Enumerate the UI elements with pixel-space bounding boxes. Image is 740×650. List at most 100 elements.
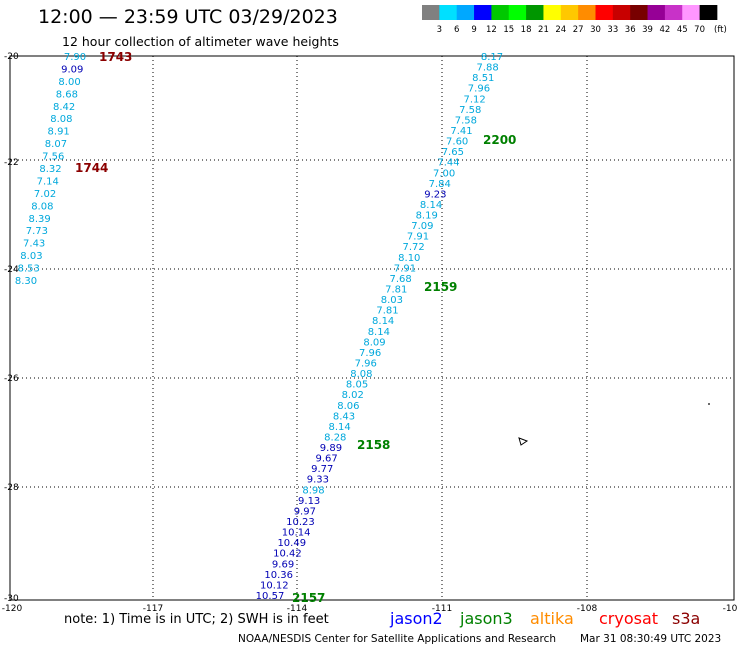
wave-height-reading: 10.49 <box>277 538 306 549</box>
wave-height-reading: 7.96 <box>468 84 490 95</box>
scale-swatch <box>630 5 648 20</box>
wave-height-reading: 7.58 <box>455 115 477 126</box>
wave-height-reading: 7.96 <box>355 358 377 369</box>
legend-s3a: s3a <box>672 609 701 628</box>
scale-swatch <box>560 5 579 20</box>
lat-label: -24 <box>4 265 19 275</box>
wave-height-reading: 10.36 <box>264 570 293 581</box>
lon-label: -111 <box>432 604 452 614</box>
wave-height-reading: 8.19 <box>416 211 438 222</box>
scale-label: 15 <box>503 25 514 35</box>
wave-height-reading: 8.14 <box>329 422 351 433</box>
wave-height-reading: 7.02 <box>34 189 56 200</box>
legend-altika: altika <box>530 609 574 628</box>
wave-height-reading: 9.09 <box>61 64 83 75</box>
wave-height-reading: 8.08 <box>50 114 72 125</box>
wave-height-reading: 10.23 <box>286 517 315 528</box>
wave-height-reading: 7.44 <box>437 158 459 169</box>
scale-label: 33 <box>607 25 618 35</box>
wave-height-reading: 9.13 <box>298 496 320 507</box>
wave-height-reading: 7.91 <box>394 263 416 274</box>
wave-height-reading: 8.03 <box>381 295 403 306</box>
wave-height-reading: 7.84 <box>429 179 451 190</box>
scale-swatch <box>526 5 544 20</box>
scale-label: 21 <box>538 25 549 35</box>
wave-height-reading: 8.08 <box>31 201 53 212</box>
scale-label: 27 <box>573 25 584 35</box>
scale-swatch <box>699 5 718 20</box>
scale-label: 39 <box>642 25 653 35</box>
wave-height-reading: 7.41 <box>450 126 472 137</box>
scale-label: 3 <box>437 25 442 35</box>
pass-time-label: 2158 <box>357 438 390 452</box>
lon-label: -10 <box>723 604 738 614</box>
scale-swatch <box>543 5 562 20</box>
lat-label: -20 <box>4 52 19 62</box>
scale-unit: (ft) <box>714 25 727 35</box>
wave-height-reading: 8.07 <box>45 139 67 150</box>
wave-height-reading: 8.68 <box>56 89 78 100</box>
wave-height-reading: 9.33 <box>307 475 329 486</box>
lat-label: -26 <box>4 374 19 384</box>
wave-height-reading: 7.65 <box>442 147 464 158</box>
map-title: 12:00 — 23:59 UTC 03/29/2023 <box>38 6 338 28</box>
wave-height-reading: 7.00 <box>433 168 455 179</box>
wave-height-reading: 9.67 <box>315 454 337 465</box>
scale-label: 6 <box>454 25 459 35</box>
scale-label: 70 <box>694 25 705 35</box>
wave-height-reading: 7.81 <box>376 306 398 317</box>
wave-height-reading: 8.09 <box>363 337 385 348</box>
wave-height-reading: 7.14 <box>37 176 59 187</box>
wave-height-reading: 10.57 <box>256 591 285 602</box>
wave-height-reading: 8.14 <box>372 316 394 327</box>
wave-height-reading: 7.09 <box>411 221 433 232</box>
scale-swatch <box>682 5 700 20</box>
scale-swatch <box>508 5 527 20</box>
scale-swatch <box>595 5 614 20</box>
legend-jason3: jason3 <box>460 609 513 628</box>
wave-height-reading: 7.60 <box>446 137 468 148</box>
legend-cryosat: cryosat <box>599 609 659 628</box>
wave-height-reading: 7.81 <box>385 285 407 296</box>
scale-swatch <box>456 5 475 20</box>
pass-time-label: 1744 <box>75 161 108 175</box>
wave-height-reading: 9.97 <box>294 506 316 517</box>
scale-label: 45 <box>677 25 688 35</box>
wave-height-reading: 7.43 <box>23 239 45 250</box>
lon-label: -120 <box>2 604 23 614</box>
lat-label: -28 <box>4 483 19 493</box>
wave-height-reading: 9.69 <box>272 559 294 570</box>
plot-frame <box>9 55 735 601</box>
wave-height-reading: 9.77 <box>311 464 333 475</box>
wave-height-reading: 7.73 <box>26 226 48 237</box>
wave-height-reading: 8.42 <box>53 102 75 113</box>
wave-height-reading: 10.14 <box>282 528 311 539</box>
wave-height-reading: 8.39 <box>28 214 50 225</box>
wave-height-reading: 8.10 <box>398 253 420 264</box>
scale-swatch <box>612 5 631 20</box>
wave-height-reading: 7.12 <box>463 94 485 105</box>
scale-swatch <box>491 5 510 20</box>
lat-label: -30 <box>4 594 19 604</box>
scale-swatch <box>474 5 492 20</box>
wave-height-reading: 8.17 <box>481 52 503 63</box>
wave-height-reading: 8.06 <box>337 401 359 412</box>
footer-note: note: 1) Time is in UTC; 2) SWH is in fe… <box>64 612 329 627</box>
scale-swatch <box>422 5 440 20</box>
island-outline <box>518 437 529 446</box>
wave-height-reading: 10.42 <box>273 549 302 560</box>
scale-label: 18 <box>521 25 532 35</box>
footer-timestamp: Mar 31 08:30:49 UTC 2023 <box>580 633 722 645</box>
lat-label: -22 <box>4 158 19 168</box>
reading-track-b: 7.909.098.008.688.428.088.918.077.568.32… <box>15 52 86 287</box>
wave-height-reading: 8.30 <box>15 276 37 287</box>
wave-height-reading: 8.51 <box>472 73 494 84</box>
wave-height-reading: 8.43 <box>333 411 355 422</box>
pass-time-label: 1743 <box>99 50 132 64</box>
wave-height-reading: 10.12 <box>260 580 289 591</box>
legend-jason2: jason2 <box>390 609 443 628</box>
wave-height-reading: 8.08 <box>350 369 372 380</box>
wave-height-reading: 8.53 <box>18 264 40 275</box>
